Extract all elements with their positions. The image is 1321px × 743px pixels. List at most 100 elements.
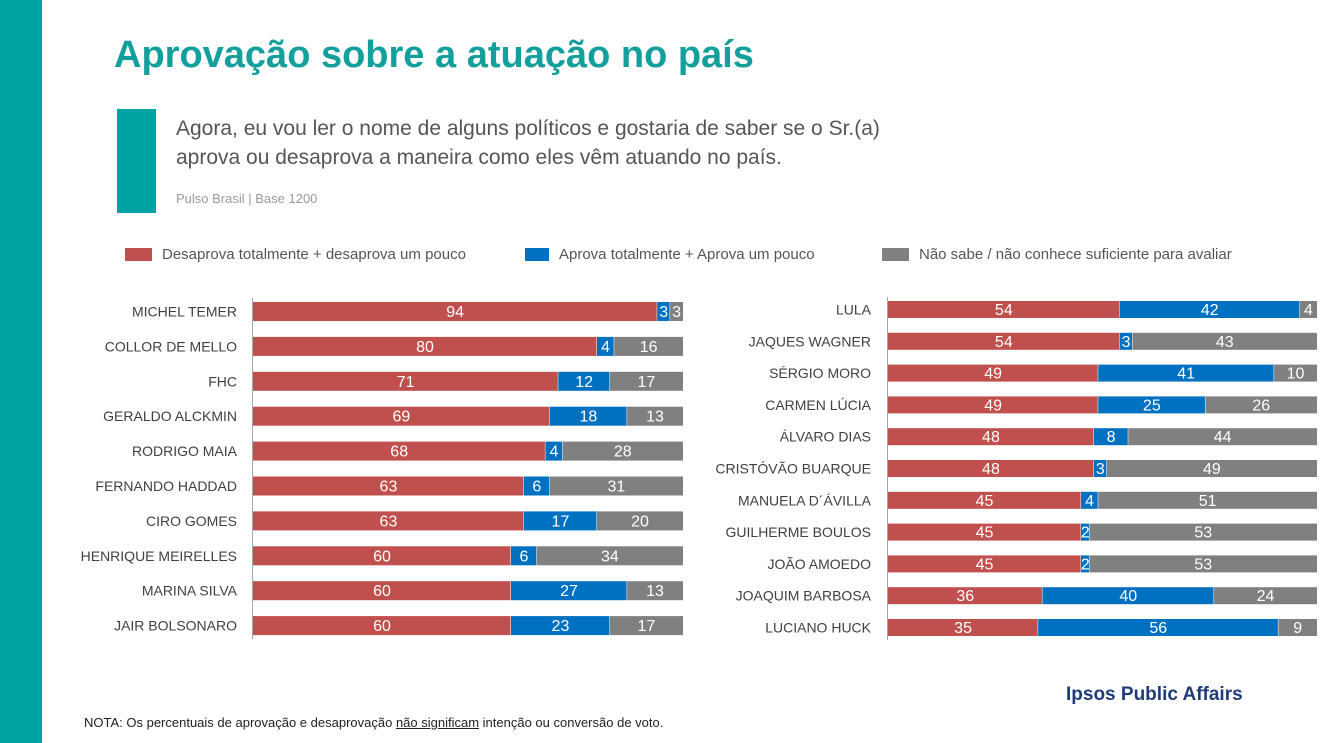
chart-1-bar-disapprove — [888, 619, 1039, 636]
chart-0-value-label-unknown: 28 — [614, 444, 632, 461]
chart-1-value-label-approve: 56 — [1149, 620, 1167, 637]
chart-0-value-label-unknown: 17 — [638, 374, 656, 391]
chart-0-bar-unknown — [562, 441, 683, 461]
chart-0-bar-unknown — [614, 336, 683, 356]
question-accent-bar — [117, 109, 156, 213]
chart-1-value-label-unknown: 53 — [1194, 556, 1212, 573]
chart-0-category-label: HENRIQUE MEIRELLES — [81, 548, 237, 564]
chart-0-value-label-unknown: 34 — [601, 548, 619, 565]
chart-0-value-label-approve: 4 — [550, 444, 559, 461]
chart-0-category-label: GERALDO ALCKMIN — [103, 408, 237, 424]
chart-1-category-label: JOÃO AMOEDO — [768, 556, 872, 572]
chart-1-bar-approve — [1038, 619, 1279, 636]
chart-1-category-label: MANUELA D´ÁVILLA — [738, 492, 872, 508]
chart-1-bar-approve — [1042, 587, 1215, 605]
chart-0-bar-disapprove — [253, 302, 658, 321]
chart-0-value-label-disapprove: 80 — [416, 339, 434, 356]
chart-0-category-label: MARINA SILVA — [142, 583, 238, 599]
chart-1-category-label: JAQUES WAGNER — [749, 333, 871, 349]
chart-0-bar-disapprove — [253, 371, 559, 391]
chart-1-bar-approve — [1081, 491, 1099, 509]
chart-0-value-label-unknown: 16 — [640, 339, 658, 356]
chart-1-category-label: LUCIANO HUCK — [765, 620, 871, 636]
chart-1-bar-disapprove — [888, 364, 1099, 382]
chart-0-value-label-approve: 6 — [519, 548, 528, 565]
chart-0-category-label: FHC — [208, 373, 237, 389]
chart-0-bar-approve — [523, 476, 550, 496]
chart-0-value-label-unknown: 31 — [607, 479, 625, 496]
chart-0-value-label-disapprove: 94 — [446, 304, 464, 321]
chart-1-value-label-approve: 40 — [1119, 588, 1137, 605]
chart-1-bar-disapprove — [888, 523, 1082, 541]
chart-1-bar-unknown — [1089, 523, 1317, 541]
chart-1-value-label-approve: 41 — [1177, 366, 1195, 383]
chart-1-bar-disapprove — [888, 555, 1082, 573]
chart-1-bar-approve — [1098, 364, 1275, 382]
footnote: NOTA: Os percentuais de aprovação e desa… — [84, 715, 663, 730]
chart-0-category-label: JAIR BOLSONARO — [114, 618, 237, 634]
chart-0-bar-disapprove — [253, 581, 511, 601]
chart-1-value-label-approve: 8 — [1107, 429, 1116, 446]
chart-0-bar-disapprove — [253, 476, 524, 496]
chart-1-value-label-unknown: 9 — [1293, 620, 1302, 637]
chart-1-bar-approve — [1119, 332, 1133, 350]
chart-1-bar-disapprove — [888, 491, 1082, 509]
chart-0-bar-approve — [511, 616, 610, 636]
chart-1-category-label: CRISTÓVÃO BUARQUE — [715, 461, 871, 477]
chart-1-value-label-disapprove: 36 — [956, 588, 974, 605]
chart-1-value-label-disapprove: 49 — [984, 397, 1002, 414]
chart-0-bar-unknown — [536, 546, 683, 566]
legend-item-unknown: Não sabe / não conhece suficiente para a… — [882, 245, 1232, 263]
chart-1-value-label-approve: 3 — [1096, 461, 1105, 478]
chart-0-bar-unknown — [609, 616, 683, 636]
chart-1-value-label-unknown: 4 — [1304, 302, 1313, 319]
footnote-suffix: intenção ou conversão de voto. — [479, 715, 664, 730]
page-title: Aprovação sobre a atuação no país — [114, 34, 754, 76]
chart-0-bar-approve — [511, 546, 537, 566]
chart-1-value-label-disapprove: 35 — [954, 620, 972, 637]
chart-1-bar-unknown — [1278, 619, 1317, 636]
chart-0-value-label-disapprove: 60 — [373, 583, 391, 600]
chart-0-value-label-approve: 27 — [560, 583, 578, 600]
chart-0-bar-disapprove — [253, 511, 524, 531]
chart-1-category-label: LULA — [836, 302, 872, 318]
legend-swatch-approve — [525, 247, 549, 261]
chart-1-value-label-approve: 42 — [1201, 302, 1219, 319]
chart-0-bar-unknown — [549, 476, 683, 496]
chart-1-value-label-approve: 3 — [1122, 334, 1131, 351]
legend-item-approve: Aprova totalmente + Aprova um pouco — [525, 245, 815, 263]
chart-1-bar-approve — [1119, 301, 1300, 318]
chart-0-bar-unknown — [597, 511, 683, 531]
legend-label-disapprove: Desaprova totalmente + desaprova um pouc… — [162, 245, 466, 263]
chart-0-category-label: RODRIGO MAIA — [132, 443, 238, 459]
chart-0-bar-approve — [549, 406, 628, 426]
chart-1-value-label-unknown: 44 — [1214, 429, 1232, 446]
chart-0-value-label-disapprove: 63 — [380, 479, 398, 496]
side-accent-band — [0, 0, 42, 743]
chart-0-value-label-unknown: 13 — [646, 583, 664, 600]
footnote-underlined: não significam — [395, 715, 480, 730]
chart-1-value-label-disapprove: 48 — [982, 429, 1000, 446]
chart-1-value-label-unknown: 26 — [1252, 397, 1270, 414]
chart-1-category-label: SÉRGIO MORO — [769, 365, 871, 381]
chart-1-value-label-disapprove: 49 — [984, 366, 1002, 383]
legend-swatch-disapprove — [125, 247, 152, 261]
chart-1-value-label-approve: 2 — [1081, 556, 1090, 573]
chart-0-value-label-unknown: 17 — [638, 618, 656, 635]
chart-0-bar-disapprove — [253, 336, 597, 356]
chart-1-bar-disapprove — [888, 396, 1099, 414]
chart-1-value-label-unknown: 51 — [1199, 493, 1217, 510]
legend-swatch-unknown — [882, 247, 909, 261]
chart-1-value-label-disapprove: 45 — [976, 493, 994, 510]
chart-0-value-label-disapprove: 69 — [392, 409, 410, 426]
chart-1-value-label-disapprove: 45 — [976, 525, 994, 542]
chart-0-value-label-disapprove: 60 — [373, 548, 391, 565]
legend-label-approve: Aprova totalmente + Aprova um pouco — [559, 245, 815, 263]
chart-1-bar-disapprove — [888, 301, 1120, 318]
chart-1-value-label-unknown: 53 — [1194, 525, 1212, 542]
chart-1-value-label-disapprove: 48 — [982, 461, 1000, 478]
chart-1-bar-unknown — [1274, 364, 1317, 382]
chart-0-value-label-approve: 17 — [552, 513, 570, 530]
chart-0-value-label-approve: 18 — [580, 409, 598, 426]
